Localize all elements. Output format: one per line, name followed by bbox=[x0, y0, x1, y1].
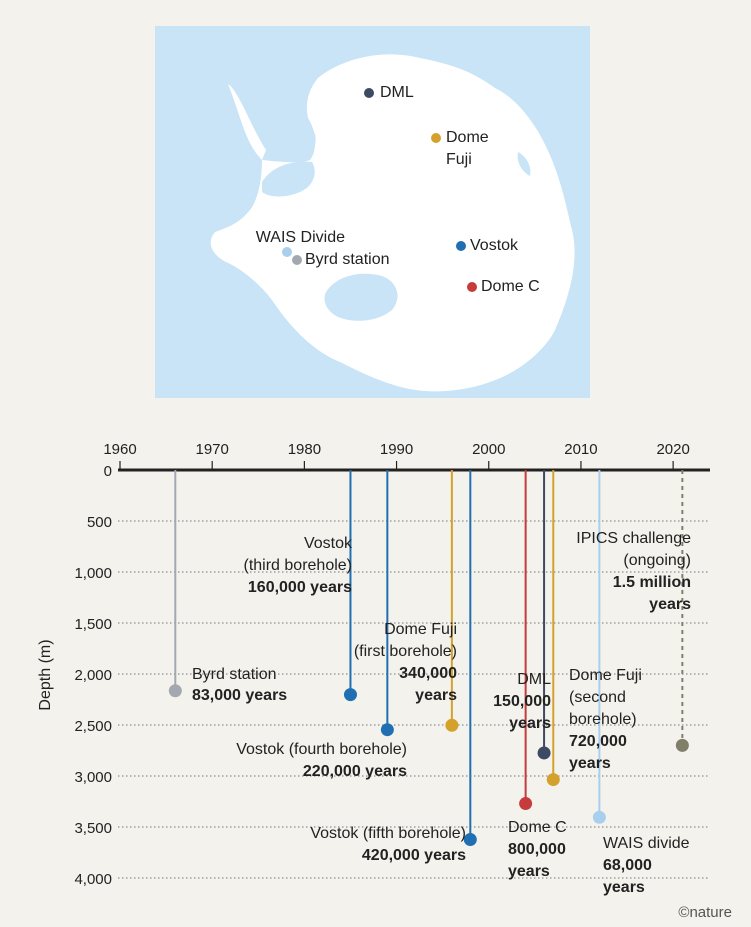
point-domec bbox=[519, 797, 533, 811]
label-domefuji2: (second bbox=[569, 689, 626, 706]
label-domec: Dome C bbox=[508, 819, 567, 836]
x-tick-label: 2010 bbox=[564, 441, 597, 458]
label-domefuji2: borehole) bbox=[569, 711, 637, 728]
x-tick-label: 2000 bbox=[472, 441, 505, 458]
point-vostok4 bbox=[380, 723, 394, 737]
antarctica-map: DML Dome Fuji WAIS Divide Byrd station Vostok… bbox=[155, 26, 590, 398]
map-site-label-wais-divide: WAIS Divide bbox=[256, 229, 345, 246]
label-vostok3: (third borehole) bbox=[244, 557, 353, 574]
label-domefuji1: (first borehole) bbox=[354, 643, 457, 660]
age-domefuji1: 340,000 bbox=[399, 665, 457, 682]
map-site-label-vostok: Vostok bbox=[470, 237, 519, 254]
age-ipics: 1.5 million bbox=[613, 574, 691, 591]
point-dml bbox=[537, 746, 551, 760]
age-ipics: years bbox=[649, 596, 691, 613]
label-vostok5: Vostok (fifth borehole) bbox=[310, 825, 466, 842]
map-site-dot-dml bbox=[364, 88, 374, 98]
map-site-dot-dome-fuji bbox=[431, 133, 441, 143]
point-ipics bbox=[675, 738, 689, 752]
map-site-dot-wais-divide bbox=[282, 247, 292, 257]
point-wais bbox=[592, 810, 606, 824]
amery-ice-shelf bbox=[517, 152, 531, 176]
label-byrd: Byrd station bbox=[192, 666, 276, 683]
point-vostok5 bbox=[463, 833, 477, 847]
point-byrd bbox=[168, 684, 182, 698]
age-domec: years bbox=[508, 863, 550, 880]
point-domefuji1 bbox=[445, 718, 459, 732]
y-tick-label: 2,000 bbox=[74, 667, 112, 684]
y-tick-label: 1,000 bbox=[74, 565, 112, 582]
label-vostok4: Vostok (fourth borehole) bbox=[236, 741, 407, 758]
map-site-label-byrd-station: Byrd station bbox=[305, 251, 389, 268]
age-byrd: 83,000 years bbox=[192, 687, 287, 704]
point-vostok3 bbox=[343, 688, 357, 702]
ronne-ice-shelf bbox=[262, 161, 315, 197]
age-wais: years bbox=[603, 879, 645, 896]
x-tick-label: 1980 bbox=[288, 441, 321, 458]
map-site-dot-dome-c bbox=[467, 282, 477, 292]
y-tick-label: 0 bbox=[104, 463, 112, 480]
x-tick-label: 2020 bbox=[656, 441, 689, 458]
map-site-label-dome-c: Dome C bbox=[481, 278, 540, 295]
age-dml: years bbox=[509, 715, 551, 732]
y-tick-label: 1,500 bbox=[74, 616, 112, 633]
y-tick-label: 3,500 bbox=[74, 820, 112, 837]
label-ipics: IPICS challenge bbox=[576, 530, 691, 547]
antarctic-peninsula bbox=[228, 84, 266, 160]
age-vostok4: 220,000 years bbox=[303, 763, 407, 780]
y-tick-label: 2,500 bbox=[74, 718, 112, 735]
age-vostok3: 160,000 years bbox=[248, 579, 352, 596]
label-dml: DML bbox=[517, 671, 551, 688]
map-site-dot-vostok bbox=[456, 241, 466, 251]
x-tick-label: 1990 bbox=[380, 441, 413, 458]
age-domefuji2: 720,000 bbox=[569, 733, 627, 750]
ross-ice-shelf bbox=[324, 273, 398, 321]
age-domefuji1: years bbox=[415, 687, 457, 704]
x-tick-label: 1970 bbox=[196, 441, 229, 458]
label-domefuji1: Dome Fuji bbox=[384, 621, 457, 638]
map-site-label-dml: DML bbox=[380, 84, 414, 101]
point-domefuji2 bbox=[546, 773, 560, 787]
age-vostok5: 420,000 years bbox=[362, 847, 466, 864]
map-site-dot-byrd-station bbox=[292, 255, 302, 265]
age-wais: 68,000 bbox=[603, 857, 652, 874]
nature-credit: ©nature bbox=[678, 904, 732, 921]
y-tick-label: 3,000 bbox=[74, 769, 112, 786]
y-tick-label: 500 bbox=[87, 514, 112, 531]
label-vostok3: Vostok bbox=[304, 535, 353, 552]
antarctica-continent bbox=[210, 54, 575, 392]
map-site-label-dome-fuji-2: Fuji bbox=[446, 151, 472, 168]
y-tick-label: 4,000 bbox=[74, 871, 112, 888]
y-axis-label: Depth (m) bbox=[37, 639, 54, 710]
label-wais: WAIS divide bbox=[603, 835, 690, 852]
age-domec: 800,000 bbox=[508, 841, 566, 858]
label-ipics: (ongoing) bbox=[623, 552, 691, 569]
age-domefuji2: years bbox=[569, 755, 611, 772]
age-dml: 150,000 bbox=[493, 693, 551, 710]
map-site-label-dome-fuji: Dome bbox=[446, 129, 489, 146]
weddell-sea bbox=[262, 121, 316, 160]
depth-chart: 1960 1970 1980 1990 2000 2010 2020 0 500 1,000 1,… bbox=[37, 441, 710, 896]
x-tick-label: 1960 bbox=[103, 441, 136, 458]
label-domefuji2: Dome Fuji bbox=[569, 667, 642, 684]
